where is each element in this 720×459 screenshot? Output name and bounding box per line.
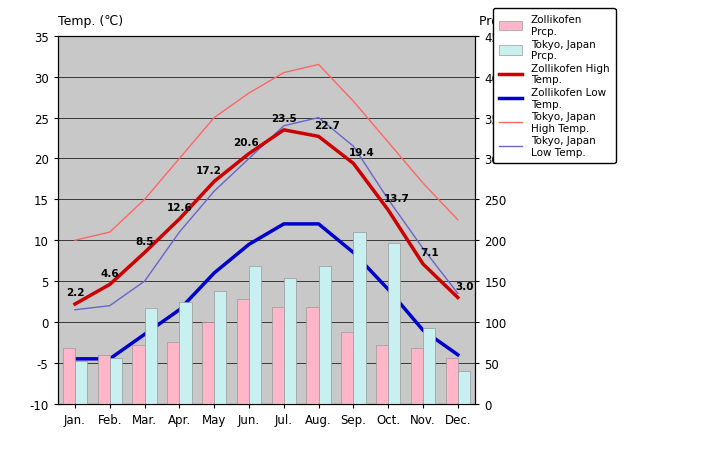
Text: 13.7: 13.7 [384,194,410,204]
Bar [411,348,423,404]
Text: 2.2: 2.2 [66,288,84,298]
Bar [98,355,109,404]
Bar [284,278,296,404]
Text: 22.7: 22.7 [315,121,341,130]
Bar [318,267,330,404]
Bar [341,332,354,404]
Text: Temp. (℃): Temp. (℃) [58,15,122,28]
Text: 17.2: 17.2 [196,165,222,175]
Text: 19.4: 19.4 [349,147,375,157]
Bar [388,243,400,404]
Text: Prcp. (mm): Prcp. (mm) [479,15,548,28]
Text: 20.6: 20.6 [233,138,258,148]
Bar [109,358,122,404]
Bar [458,371,470,404]
Legend: Zollikofen
Prcp., Tokyo, Japan
Prcp., Zollikofen High
Temp., Zollikofen Low
Temp: Zollikofen Prcp., Tokyo, Japan Prcp., Zo… [493,9,616,164]
Bar [145,308,157,404]
Bar [423,328,435,404]
Text: 3.0: 3.0 [456,281,474,291]
Bar [179,302,192,404]
Bar [307,308,318,404]
Bar [214,291,226,404]
Bar [202,322,214,404]
Text: 7.1: 7.1 [420,248,439,258]
Bar [237,299,249,404]
Text: 8.5: 8.5 [135,236,154,246]
Bar [376,345,388,404]
Bar [167,342,179,404]
Text: 23.5: 23.5 [271,114,297,124]
Text: 4.6: 4.6 [101,268,119,278]
Bar [249,267,261,404]
Bar [271,308,284,404]
Bar [354,233,366,404]
Bar [446,358,458,404]
Bar [75,362,87,404]
Bar [63,348,75,404]
Bar [132,345,145,404]
Text: 12.6: 12.6 [166,203,192,213]
